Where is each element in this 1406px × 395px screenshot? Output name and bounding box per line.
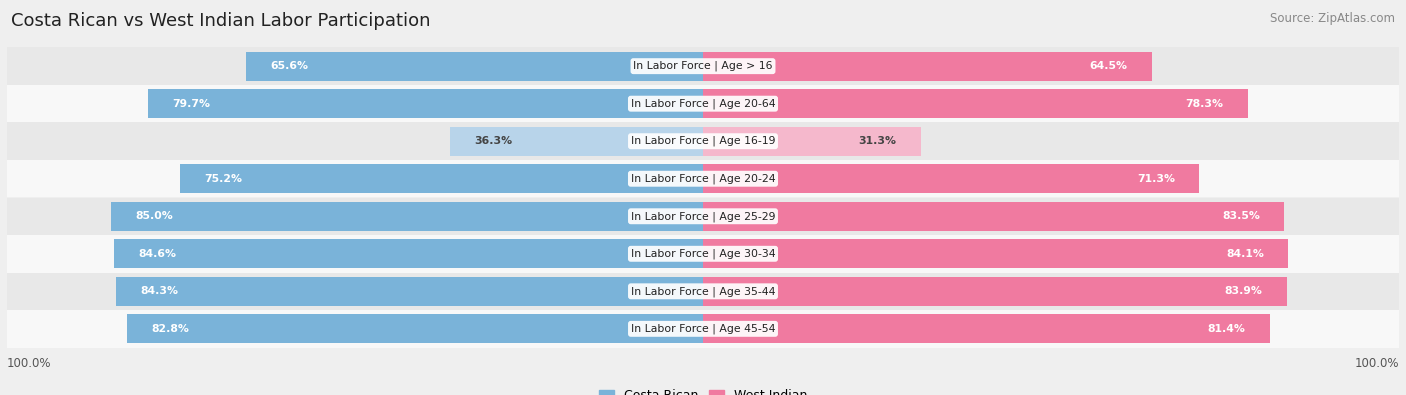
Bar bbox=[7, 273, 1399, 310]
Bar bbox=[703, 201, 1284, 231]
Text: 84.6%: 84.6% bbox=[139, 249, 177, 259]
Bar bbox=[117, 276, 703, 306]
Text: 84.3%: 84.3% bbox=[141, 286, 179, 296]
Text: 83.5%: 83.5% bbox=[1222, 211, 1260, 221]
Text: 100.0%: 100.0% bbox=[1354, 357, 1399, 370]
Bar bbox=[703, 89, 1249, 118]
Text: 78.3%: 78.3% bbox=[1185, 99, 1223, 109]
Text: In Labor Force | Age 25-29: In Labor Force | Age 25-29 bbox=[631, 211, 775, 222]
Text: 79.7%: 79.7% bbox=[173, 99, 211, 109]
Text: 100.0%: 100.0% bbox=[7, 357, 52, 370]
Text: 81.4%: 81.4% bbox=[1208, 324, 1246, 334]
Text: 85.0%: 85.0% bbox=[136, 211, 173, 221]
Bar bbox=[114, 239, 703, 269]
Text: In Labor Force | Age 35-44: In Labor Force | Age 35-44 bbox=[631, 286, 775, 297]
Text: In Labor Force | Age > 16: In Labor Force | Age > 16 bbox=[633, 61, 773, 71]
Bar bbox=[7, 310, 1399, 348]
Bar bbox=[246, 51, 703, 81]
Text: 75.2%: 75.2% bbox=[204, 174, 242, 184]
Text: 64.5%: 64.5% bbox=[1090, 61, 1128, 71]
Text: 84.1%: 84.1% bbox=[1226, 249, 1264, 259]
Bar bbox=[7, 160, 1399, 198]
Bar bbox=[7, 235, 1399, 273]
Bar bbox=[127, 314, 703, 344]
Bar bbox=[180, 164, 703, 194]
Bar bbox=[703, 314, 1270, 344]
Text: 71.3%: 71.3% bbox=[1137, 174, 1175, 184]
Bar bbox=[148, 89, 703, 118]
Text: In Labor Force | Age 45-54: In Labor Force | Age 45-54 bbox=[631, 324, 775, 334]
Bar bbox=[703, 126, 921, 156]
Bar bbox=[111, 201, 703, 231]
Bar bbox=[703, 239, 1288, 269]
Bar bbox=[7, 47, 1399, 85]
Bar bbox=[703, 51, 1152, 81]
Legend: Costa Rican, West Indian: Costa Rican, West Indian bbox=[595, 384, 811, 395]
Bar bbox=[7, 198, 1399, 235]
Bar bbox=[703, 164, 1199, 194]
Text: In Labor Force | Age 20-64: In Labor Force | Age 20-64 bbox=[631, 98, 775, 109]
Text: In Labor Force | Age 16-19: In Labor Force | Age 16-19 bbox=[631, 136, 775, 147]
Text: In Labor Force | Age 20-24: In Labor Force | Age 20-24 bbox=[631, 173, 775, 184]
Text: 65.6%: 65.6% bbox=[271, 61, 309, 71]
Bar bbox=[7, 85, 1399, 122]
Text: 82.8%: 82.8% bbox=[150, 324, 188, 334]
Text: Source: ZipAtlas.com: Source: ZipAtlas.com bbox=[1270, 12, 1395, 25]
Bar bbox=[450, 126, 703, 156]
Bar bbox=[703, 276, 1286, 306]
Text: 31.3%: 31.3% bbox=[859, 136, 897, 146]
Text: 36.3%: 36.3% bbox=[475, 136, 513, 146]
Text: 83.9%: 83.9% bbox=[1225, 286, 1263, 296]
Text: Costa Rican vs West Indian Labor Participation: Costa Rican vs West Indian Labor Partici… bbox=[11, 12, 430, 30]
Text: In Labor Force | Age 30-34: In Labor Force | Age 30-34 bbox=[631, 248, 775, 259]
Bar bbox=[7, 122, 1399, 160]
